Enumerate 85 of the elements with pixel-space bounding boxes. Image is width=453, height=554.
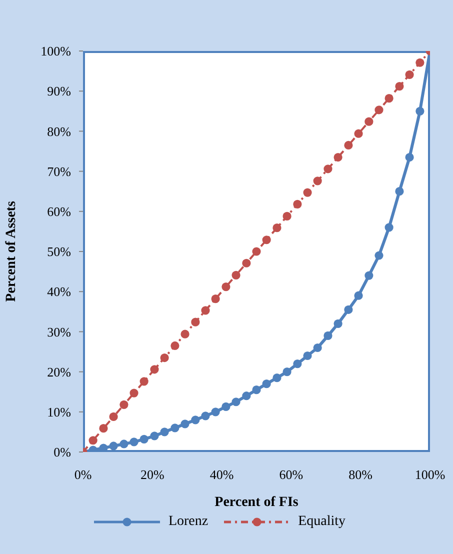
point bbox=[120, 400, 128, 409]
point bbox=[293, 200, 302, 208]
point bbox=[416, 58, 424, 67]
x-tick-label: 40% bbox=[210, 467, 234, 482]
point bbox=[211, 408, 220, 416]
x-tick-label: 60% bbox=[279, 467, 304, 482]
point bbox=[272, 374, 282, 382]
point bbox=[232, 398, 240, 406]
point bbox=[303, 351, 312, 360]
point bbox=[405, 70, 414, 79]
point bbox=[222, 282, 230, 292]
point bbox=[232, 270, 240, 280]
y-tick-label: 50% bbox=[47, 244, 72, 260]
legend-label: Lorenz bbox=[168, 514, 208, 530]
y-tick-label: 40% bbox=[47, 284, 72, 300]
point bbox=[303, 188, 312, 197]
y-tick-label: 90% bbox=[47, 84, 72, 99]
point bbox=[416, 106, 424, 116]
point bbox=[344, 305, 353, 314]
y-tick-label: 100% bbox=[40, 44, 72, 59]
y-tick-label: 70% bbox=[47, 164, 72, 179]
y-tick-label: 0% bbox=[54, 444, 72, 460]
point bbox=[334, 319, 342, 328]
y-tick-label: 60% bbox=[47, 204, 72, 220]
y-tick-label: 30% bbox=[47, 324, 72, 340]
point bbox=[120, 440, 128, 448]
point bbox=[384, 223, 394, 232]
point bbox=[313, 176, 322, 186]
point bbox=[150, 432, 159, 440]
point bbox=[374, 106, 384, 114]
point bbox=[354, 129, 363, 138]
x-tick-label: 20% bbox=[140, 467, 164, 482]
legend-label: Equality bbox=[298, 514, 346, 530]
y-tick-label: 20% bbox=[47, 364, 72, 380]
x-axis-title: Percent of FIs bbox=[214, 495, 299, 510]
point bbox=[334, 152, 342, 162]
point bbox=[364, 271, 374, 280]
point bbox=[130, 438, 138, 446]
point bbox=[170, 341, 180, 350]
point bbox=[160, 353, 169, 362]
point bbox=[242, 392, 251, 400]
x-tick-label: 80% bbox=[348, 467, 373, 482]
point bbox=[374, 251, 384, 260]
y-axis-title: Percent of Assets bbox=[4, 200, 19, 302]
y-tick-label: 80% bbox=[47, 124, 72, 139]
point bbox=[384, 94, 394, 103]
point bbox=[150, 365, 159, 374]
point bbox=[109, 412, 118, 422]
point bbox=[282, 368, 292, 376]
point bbox=[170, 424, 180, 432]
point bbox=[201, 306, 210, 315]
point bbox=[242, 258, 251, 268]
x-tick-label: 0% bbox=[74, 467, 92, 482]
point bbox=[130, 388, 138, 398]
point bbox=[344, 140, 353, 150]
x-tick-label: 100% bbox=[414, 467, 446, 482]
point bbox=[180, 420, 190, 428]
point bbox=[109, 442, 118, 450]
point bbox=[180, 330, 190, 338]
point bbox=[252, 386, 261, 394]
point bbox=[99, 424, 108, 433]
point bbox=[262, 380, 271, 388]
point bbox=[324, 164, 332, 174]
point bbox=[140, 377, 148, 386]
point bbox=[354, 291, 363, 300]
point bbox=[324, 331, 332, 340]
point bbox=[201, 412, 210, 420]
y-tick-label: 10% bbox=[47, 404, 72, 420]
point bbox=[191, 318, 200, 326]
point bbox=[222, 402, 230, 411]
point bbox=[160, 428, 169, 436]
point bbox=[293, 359, 302, 368]
point bbox=[395, 187, 404, 196]
point bbox=[252, 247, 261, 256]
point bbox=[140, 434, 148, 444]
point bbox=[88, 436, 98, 445]
point bbox=[395, 82, 404, 91]
point bbox=[364, 117, 374, 126]
point bbox=[282, 212, 292, 221]
point bbox=[191, 416, 200, 424]
point bbox=[272, 224, 282, 232]
point bbox=[262, 236, 271, 244]
point bbox=[211, 294, 220, 304]
point bbox=[405, 152, 414, 162]
point bbox=[313, 343, 322, 352]
